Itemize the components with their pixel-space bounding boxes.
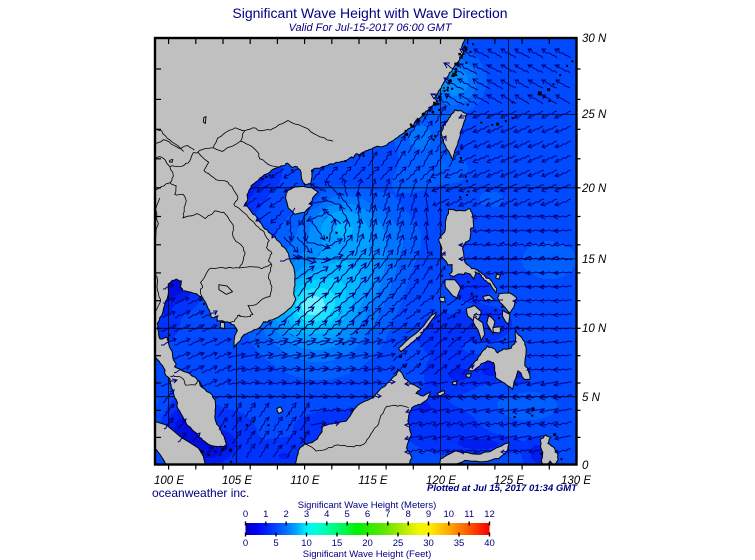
svg-text:0: 0 xyxy=(243,538,248,549)
svg-text:110 E: 110 E xyxy=(290,475,320,487)
svg-text:5: 5 xyxy=(345,509,350,520)
svg-text:25 N: 25 N xyxy=(581,109,607,121)
svg-text:5 N: 5 N xyxy=(582,392,601,404)
svg-text:Significant Wave Height with W: Significant Wave Height with Wave Direct… xyxy=(232,5,507,21)
svg-text:100 E: 100 E xyxy=(154,475,184,487)
svg-text:5: 5 xyxy=(273,538,278,549)
svg-text:105 E: 105 E xyxy=(222,475,252,487)
svg-text:Valid For Jul-15-2017 06:00 GM: Valid For Jul-15-2017 06:00 GMT xyxy=(289,22,453,34)
svg-text:10: 10 xyxy=(301,538,312,549)
svg-text:15 N: 15 N xyxy=(582,254,607,266)
svg-text:125 E: 125 E xyxy=(494,475,524,487)
svg-text:12: 12 xyxy=(484,509,495,520)
svg-text:Significant Wave Height (Meter: Significant Wave Height (Meters) xyxy=(298,500,437,511)
svg-text:Significant Wave Height (Feet): Significant Wave Height (Feet) xyxy=(303,549,431,560)
svg-text:10 N: 10 N xyxy=(582,323,607,335)
svg-text:35: 35 xyxy=(454,538,465,549)
svg-text:11: 11 xyxy=(464,509,474,520)
svg-text:15: 15 xyxy=(332,538,343,549)
svg-text:30: 30 xyxy=(423,538,434,549)
svg-text:0: 0 xyxy=(582,460,589,472)
svg-text:20: 20 xyxy=(362,538,373,549)
svg-text:1: 1 xyxy=(263,509,268,520)
svg-text:3: 3 xyxy=(304,509,309,520)
svg-text:2: 2 xyxy=(284,509,289,520)
svg-text:10: 10 xyxy=(444,509,455,520)
svg-text:0: 0 xyxy=(243,509,248,520)
svg-text:40: 40 xyxy=(484,538,495,549)
svg-text:130 E: 130 E xyxy=(561,475,591,487)
svg-text:115 E: 115 E xyxy=(358,475,388,487)
svg-text:oceanweather inc.: oceanweather inc. xyxy=(152,486,249,500)
svg-text:25: 25 xyxy=(393,538,404,549)
svg-text:6: 6 xyxy=(365,509,370,520)
svg-text:8: 8 xyxy=(406,509,411,520)
svg-text:30 N: 30 N xyxy=(582,33,607,45)
svg-text:4: 4 xyxy=(324,509,329,520)
svg-text:9: 9 xyxy=(426,509,431,520)
svg-text:7: 7 xyxy=(385,509,390,520)
svg-text:Plotted at Jul 15, 2017 01:34: Plotted at Jul 15, 2017 01:34 GMT xyxy=(427,483,578,494)
svg-text:120 E: 120 E xyxy=(426,475,456,487)
svg-text:20 N: 20 N xyxy=(581,183,607,195)
